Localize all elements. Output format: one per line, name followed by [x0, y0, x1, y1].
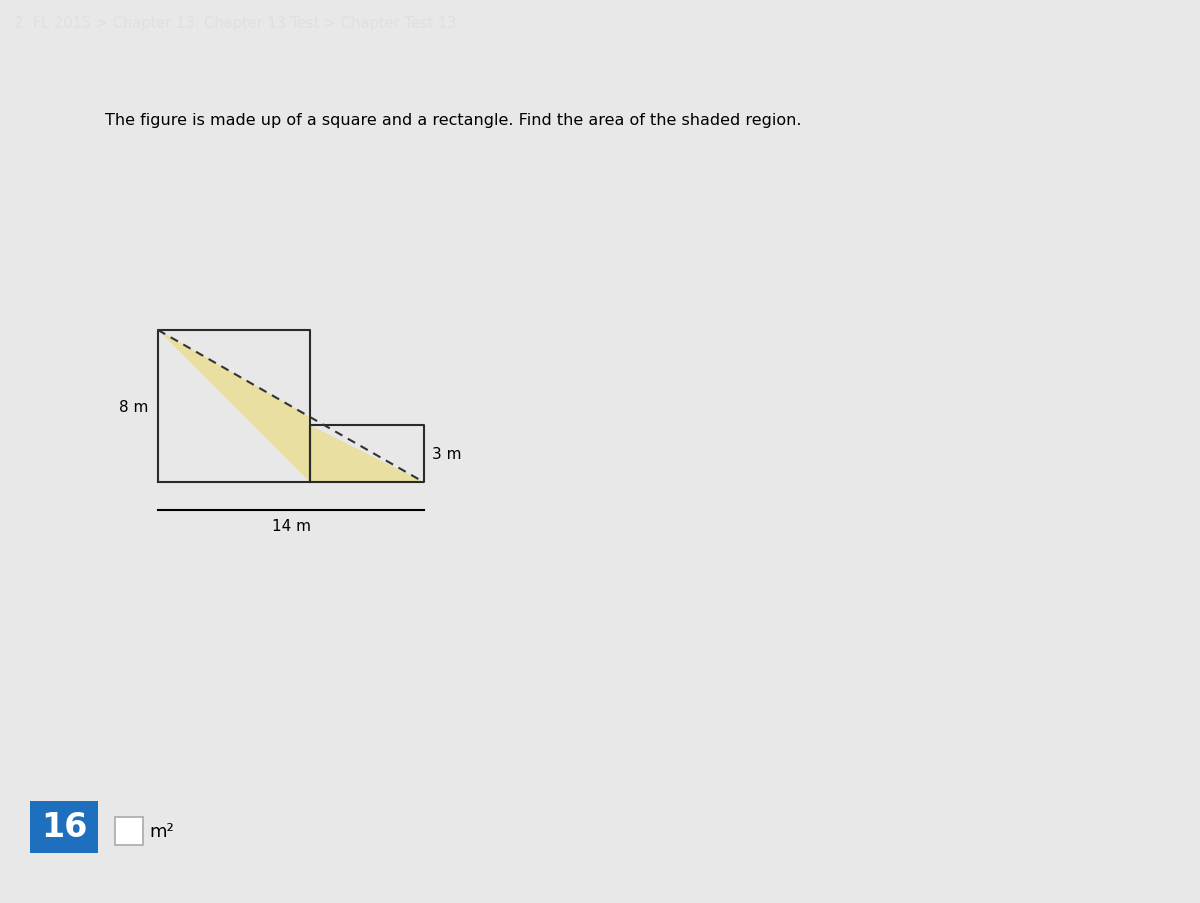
Text: m²: m² — [149, 822, 174, 840]
FancyBboxPatch shape — [30, 801, 98, 853]
Polygon shape — [158, 330, 424, 483]
Text: 8 m: 8 m — [119, 399, 148, 414]
Text: 2: FL 2015 > Chapter 13: Chapter 13 Test > Chapter Test 13: 2: FL 2015 > Chapter 13: Chapter 13 Test… — [14, 16, 457, 31]
Text: 14 m: 14 m — [271, 518, 311, 534]
Text: The figure is made up of a square and a rectangle. Find the area of the shaded r: The figure is made up of a square and a … — [106, 113, 802, 127]
Text: 16: 16 — [41, 811, 88, 843]
FancyBboxPatch shape — [115, 817, 143, 845]
Text: 3 m: 3 m — [432, 447, 462, 461]
